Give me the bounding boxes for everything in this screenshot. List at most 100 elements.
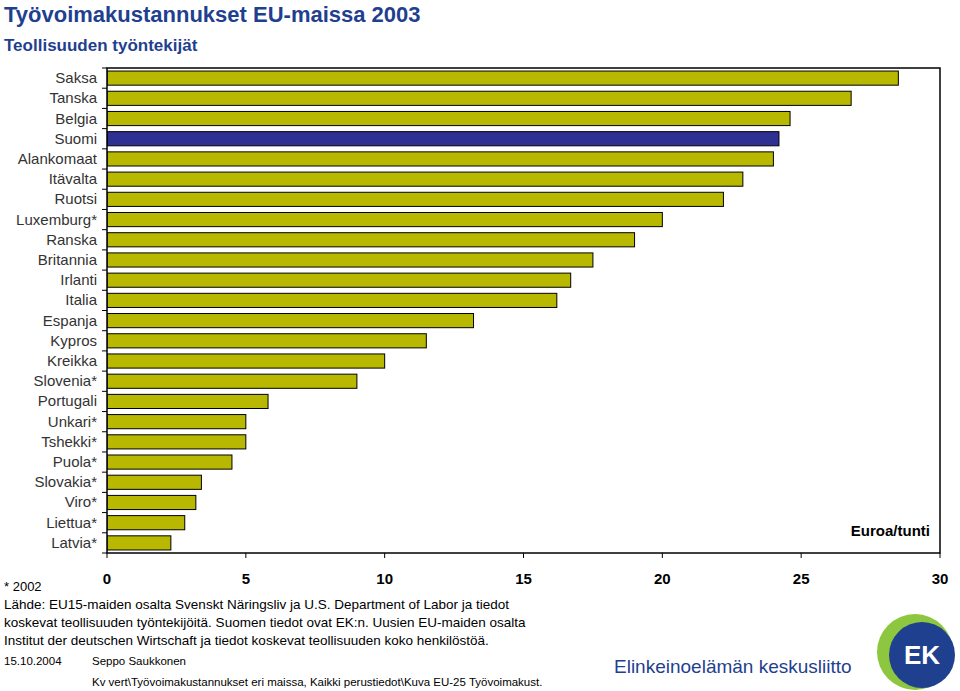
category-label: Tshekki* xyxy=(41,433,97,450)
bar xyxy=(107,314,474,328)
bar xyxy=(107,394,268,408)
x-tick-label: 5 xyxy=(242,570,250,587)
category-tick xyxy=(102,229,107,230)
x-tick xyxy=(940,553,941,558)
bar xyxy=(107,415,246,429)
subtitle: Teollisuuden työntekijät xyxy=(4,36,198,55)
category-label: Ruotsi xyxy=(54,190,97,207)
category-tick xyxy=(102,492,107,493)
category-label: Kypros xyxy=(50,332,97,349)
bar xyxy=(107,374,357,388)
category-tick xyxy=(102,88,107,89)
category-label: Espanja xyxy=(43,312,98,329)
category-tick xyxy=(102,330,107,331)
category-tick xyxy=(102,310,107,311)
x-tick-label: 10 xyxy=(376,570,393,587)
category-tick xyxy=(102,148,107,149)
category-label: Latvia* xyxy=(51,534,97,551)
category-tick xyxy=(102,532,107,533)
category-label: Alankomaat xyxy=(18,150,98,167)
x-tick xyxy=(384,553,385,558)
category-label: Slovakia* xyxy=(34,473,97,490)
bar xyxy=(107,475,201,489)
category-tick xyxy=(102,290,107,291)
category-tick xyxy=(102,128,107,129)
footnote: * 2002 xyxy=(4,579,42,594)
category-tick xyxy=(102,451,107,452)
bar xyxy=(107,273,571,287)
bar xyxy=(107,192,723,206)
bar xyxy=(107,516,185,530)
plot-frame xyxy=(107,68,940,553)
bar xyxy=(107,91,851,105)
x-tick-label: 15 xyxy=(515,570,532,587)
file-path: Kv vert\Työvoimakustannukset eri maissa,… xyxy=(92,676,542,688)
category-tick xyxy=(102,270,107,271)
logo-inner xyxy=(889,622,955,688)
x-tick-label: 0 xyxy=(103,570,111,587)
category-label: Irlanti xyxy=(60,271,97,288)
date: 15.10.2004 xyxy=(4,655,62,667)
organization: Elinkeinoelämän keskusliitto xyxy=(614,656,852,677)
bars xyxy=(107,71,898,550)
category-tick xyxy=(102,472,107,473)
category-label: Itävalta xyxy=(49,170,98,187)
category-label: Saksa xyxy=(55,69,97,86)
bar xyxy=(107,132,779,146)
category-tick xyxy=(102,553,107,554)
bar xyxy=(107,334,426,348)
x-tick-label: 30 xyxy=(932,570,949,587)
category-label: Puola* xyxy=(53,453,97,470)
bar xyxy=(107,253,593,267)
bar xyxy=(107,233,635,247)
bar xyxy=(107,212,662,226)
category-tick xyxy=(102,189,107,190)
logo: EK xyxy=(877,614,955,690)
category-label: Suomi xyxy=(54,130,97,147)
category-label: Tanska xyxy=(49,89,97,106)
title: Työvoimakustannukset EU-maissa 2003 xyxy=(4,2,421,27)
x-tick xyxy=(662,553,663,558)
category-tick xyxy=(102,249,107,250)
x-tick-label: 25 xyxy=(793,570,810,587)
author: Seppo Saukkonen xyxy=(92,655,186,667)
category-tick xyxy=(102,350,107,351)
category-tick xyxy=(102,512,107,513)
category-label: Kreikka xyxy=(47,352,98,369)
bar xyxy=(107,435,246,449)
x-tick xyxy=(801,553,802,558)
category-tick xyxy=(102,169,107,170)
category-tick xyxy=(102,108,107,109)
category-label: Italia xyxy=(65,291,97,308)
chart: Työvoimakustannukset EU-maissa 2003 Teoll… xyxy=(0,0,960,691)
bar xyxy=(107,455,232,469)
category-label: Slovenia* xyxy=(34,372,98,389)
x-tick-label: 20 xyxy=(654,570,671,587)
x-tick xyxy=(245,553,246,558)
category-label: Britannia xyxy=(38,251,98,268)
bar xyxy=(107,111,790,125)
bar xyxy=(107,354,385,368)
category-label: Luxemburg* xyxy=(16,211,97,228)
source-line: Lähde: EU15-maiden osalta Svenskt Näring… xyxy=(4,597,509,612)
x-axis-label: Euroa/tunti xyxy=(851,522,930,539)
category-label: Viro* xyxy=(65,493,97,510)
category-tick xyxy=(102,371,107,372)
category-label: Liettua* xyxy=(46,514,97,531)
category-tick xyxy=(102,391,107,392)
source-line: koskevat teollisuuden työntekijöitä. Suo… xyxy=(4,615,526,630)
x-tick xyxy=(523,553,524,558)
x-tick xyxy=(107,553,108,558)
category-label: Unkari* xyxy=(48,413,97,430)
bar xyxy=(107,293,557,307)
category-label: Portugali xyxy=(38,392,97,409)
bar xyxy=(107,172,743,186)
category-tick xyxy=(102,431,107,432)
source-line: Institut der deutschen Wirtschaft ja tie… xyxy=(4,633,489,648)
bar xyxy=(107,536,171,550)
bar xyxy=(107,71,898,85)
category-tick xyxy=(102,411,107,412)
bar xyxy=(107,152,773,166)
category-tick xyxy=(102,68,107,69)
category-tick xyxy=(102,209,107,210)
